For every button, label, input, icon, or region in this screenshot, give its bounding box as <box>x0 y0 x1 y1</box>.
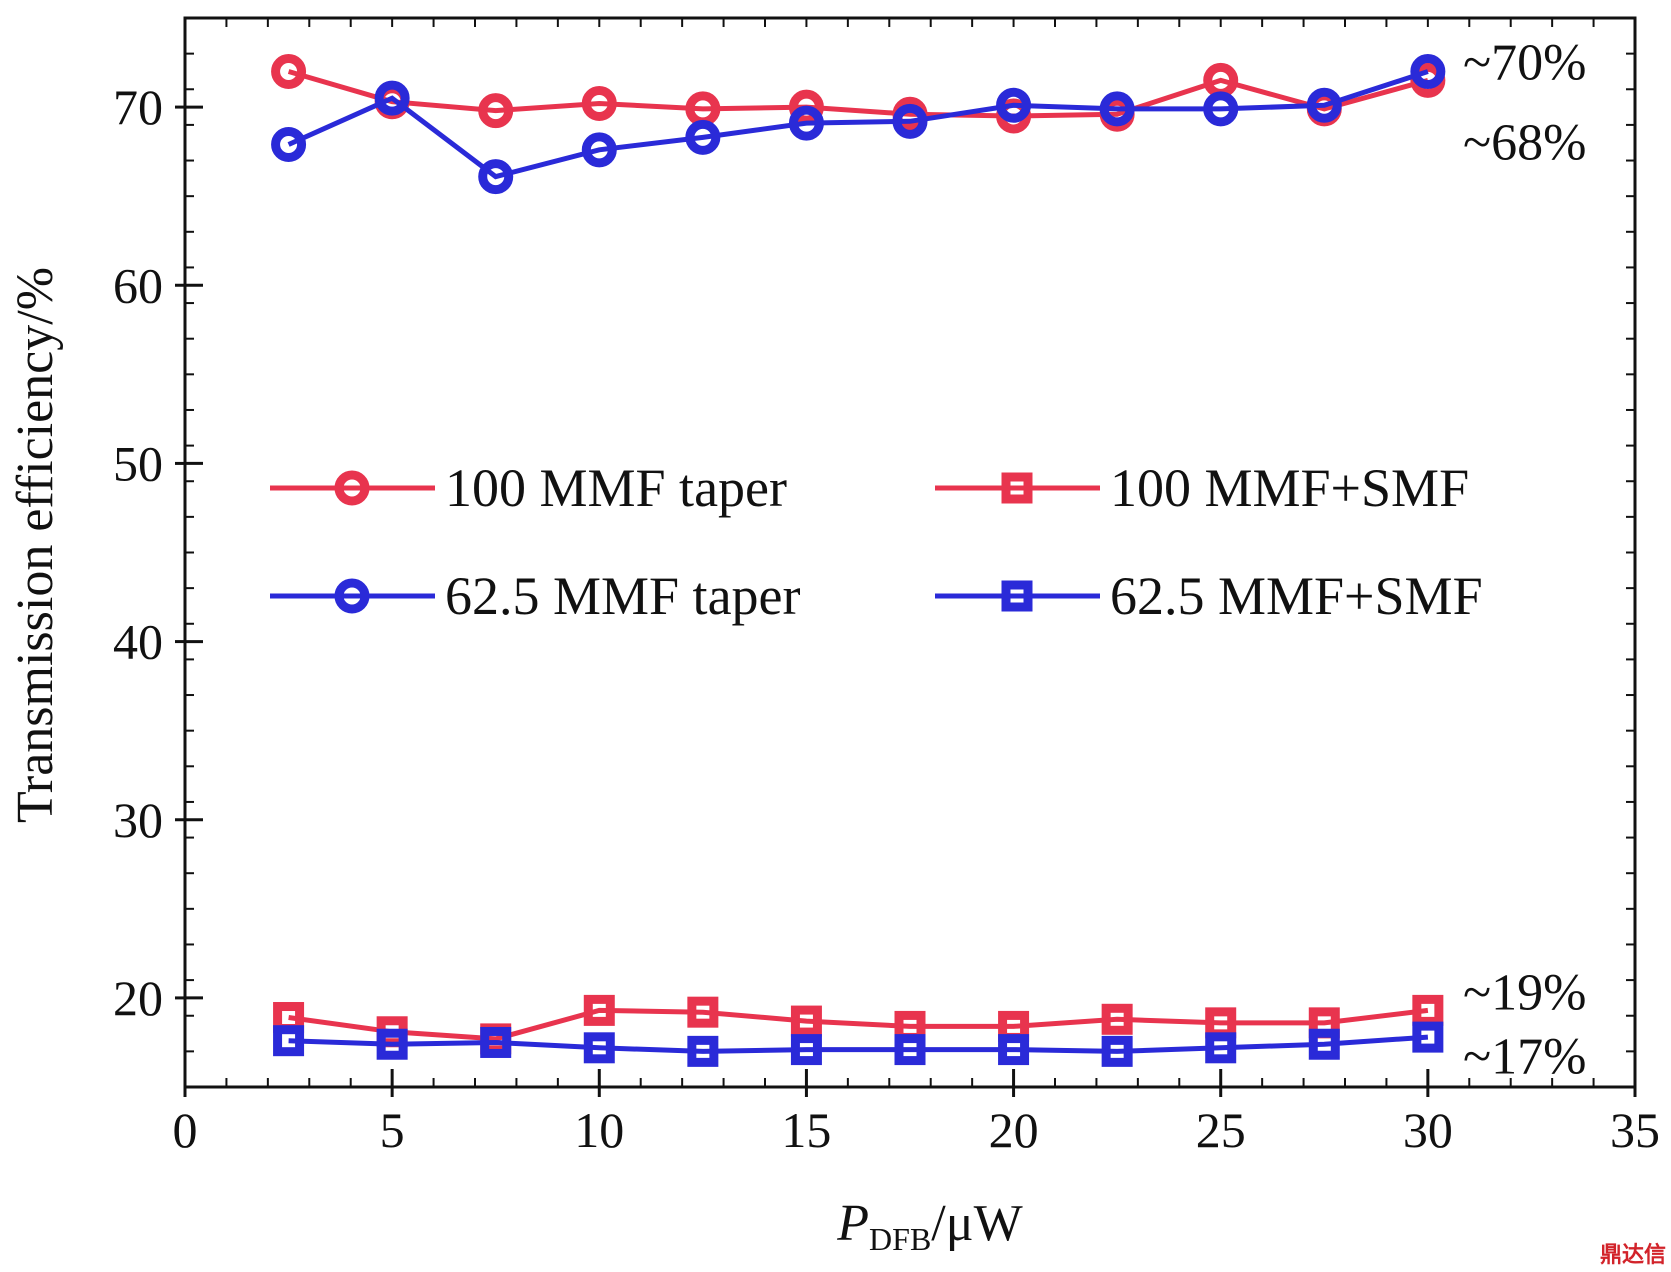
x-tick-label: 30 <box>1403 1102 1453 1158</box>
series-layer <box>271 53 1446 1067</box>
data-point-marker <box>788 105 824 141</box>
data-point-marker <box>1101 1035 1133 1067</box>
data-point-marker <box>273 1025 305 1057</box>
data-point-marker <box>478 93 514 129</box>
x-axis-title: PDFB/μW <box>836 1195 1022 1257</box>
annotations: ~70% ~68% ~19% ~17% <box>1463 35 1586 1086</box>
data-point-marker <box>1412 1021 1444 1053</box>
series-line <box>288 1007 1429 1042</box>
data-point-marker <box>790 1005 822 1037</box>
y-tick-label: 40 <box>113 614 163 670</box>
data-point-marker <box>1099 91 1135 127</box>
data-point-marker <box>1001 472 1033 504</box>
data-point-marker <box>583 1032 615 1064</box>
legend-entry: 100 MMF+SMF <box>935 458 1469 518</box>
legend-label: 100 MMF taper <box>445 458 787 518</box>
data-point-marker <box>374 80 410 116</box>
y-tick-label: 60 <box>113 257 163 313</box>
data-point-marker <box>998 1034 1030 1066</box>
data-point-marker <box>581 86 617 122</box>
y-tick-label: 30 <box>113 792 163 848</box>
x-tick-label: 35 <box>1610 1102 1660 1158</box>
x-axis-title-italic: P <box>836 1195 869 1252</box>
series-line <box>288 1034 1429 1054</box>
data-point-marker <box>271 53 307 89</box>
watermark-text: 鼎达信 <box>1600 1242 1666 1268</box>
series-1 <box>271 53 1446 195</box>
x-tick-label: 5 <box>380 1102 405 1158</box>
data-point-marker <box>687 996 719 1028</box>
data-point-marker <box>790 1034 822 1066</box>
data-point-marker <box>1203 91 1239 127</box>
legend-entry: 100 MMF taper <box>270 458 787 518</box>
data-point-marker <box>894 1034 926 1066</box>
series-line <box>287 69 1429 180</box>
x-tick-label: 20 <box>989 1102 1039 1158</box>
data-point-marker <box>376 1028 408 1060</box>
data-point-marker <box>271 126 307 162</box>
data-point-marker <box>1205 1032 1237 1064</box>
data-point-marker <box>478 159 514 195</box>
legend-label: 100 MMF+SMF <box>1110 458 1469 518</box>
data-point-marker <box>1306 87 1342 123</box>
legend-entry: 62.5 MMF+SMF <box>935 566 1483 626</box>
x-tick-label: 15 <box>781 1102 831 1158</box>
data-point-marker <box>1101 1003 1133 1035</box>
annotation-label: ~17% <box>1463 1029 1586 1086</box>
data-point-marker <box>996 87 1032 123</box>
data-point-marker <box>685 119 721 155</box>
legend: 100 MMF taper 62.5 MMF taper 100 MMF+SMF 62… <box>270 458 1483 626</box>
x-tick-label: 10 <box>574 1102 624 1158</box>
data-point-marker <box>581 132 617 168</box>
legend-label: 62.5 MMF taper <box>445 566 801 626</box>
annotation-label: ~70% <box>1463 35 1586 92</box>
y-axis-title: Transmission efficiency/% <box>7 267 64 823</box>
y-tick-label: 70 <box>113 79 163 135</box>
data-point-marker <box>1001 580 1033 612</box>
data-point-marker <box>480 1026 512 1058</box>
y-tick-label: 20 <box>113 970 163 1026</box>
data-point-marker <box>1308 1028 1340 1060</box>
data-point-marker <box>1410 53 1446 89</box>
data-point-marker <box>892 103 928 139</box>
data-point-marker <box>687 1035 719 1067</box>
series-0 <box>271 53 1446 134</box>
plot-frame <box>183 16 1637 1089</box>
data-point-marker <box>788 89 824 125</box>
axes: 0 5 10 15 20 25 30 35 20 30 40 50 60 70 <box>113 16 1660 1158</box>
x-tick-label: 0 <box>173 1102 198 1158</box>
x-axis-title-unit: /μW <box>931 1195 1022 1252</box>
data-point-marker <box>334 578 370 614</box>
legend-label: 62.5 MMF+SMF <box>1110 566 1483 626</box>
data-point-marker <box>1412 994 1444 1026</box>
annotation-label: ~19% <box>1463 965 1586 1022</box>
x-tick-label: 25 <box>1196 1102 1246 1158</box>
y-tick-label: 50 <box>113 435 163 491</box>
data-point-marker <box>583 994 615 1026</box>
x-axis-title-sub: DFB <box>869 1221 931 1257</box>
annotation-label: ~68% <box>1463 115 1586 172</box>
series-3 <box>273 1021 1444 1067</box>
data-point-marker <box>334 470 370 506</box>
legend-entry: 62.5 MMF taper <box>270 566 801 626</box>
